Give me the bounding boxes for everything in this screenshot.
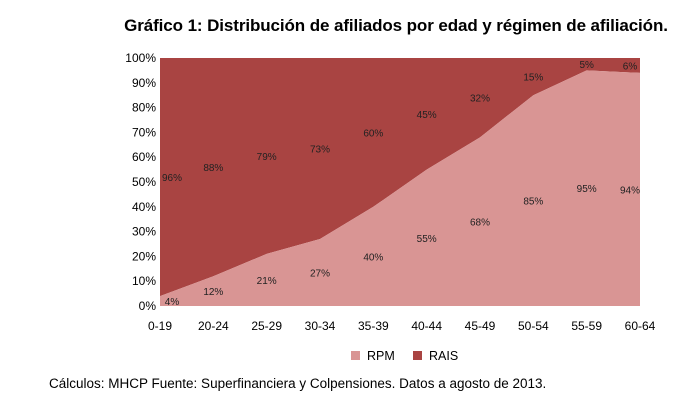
data-label-rais: 73% [310,145,330,156]
x-tick-label: 50-54 [518,319,549,333]
data-label-rais: 88% [203,163,223,174]
y-tick-label: 90% [132,76,156,90]
y-tick-label: 10% [132,274,156,288]
data-label-rpm: 94% [620,185,640,196]
y-tick-label: 0% [139,299,157,313]
data-label-rpm: 95% [577,184,597,195]
legend-swatch-rpm [351,351,360,360]
legend-swatch-rais [413,351,422,360]
data-label-rais: 79% [257,152,277,163]
data-label-rpm: 40% [363,252,383,263]
data-label-rpm: 68% [470,218,490,229]
y-tick-label: 100% [125,51,156,65]
x-tick-label: 30-34 [305,319,336,333]
legend-label-rais: RAIS [429,349,458,363]
x-tick-label: 25-29 [251,319,282,333]
y-tick-label: 40% [132,200,156,214]
data-label-rais: 32% [470,94,490,105]
data-label-rais: 6% [623,61,638,72]
y-tick-label: 20% [132,249,156,263]
x-tick-label: 45-49 [465,319,496,333]
x-tick-label: 40-44 [411,319,442,333]
y-tick-label: 70% [132,125,156,139]
data-label-rpm: 21% [257,276,277,287]
data-label-rpm: 27% [310,269,330,280]
chart-title: Gráfico 1: Distribución de afiliados por… [124,16,668,35]
data-label-rais: 60% [363,128,383,139]
area-rais [160,58,640,297]
data-label-rpm: 4% [165,297,180,308]
data-label-rpm: 85% [523,197,543,208]
data-label-rpm: 12% [203,287,223,298]
x-tick-label: 55-59 [571,319,602,333]
footnote: Cálculos: MHCP Fuente: Superfinanciera y… [49,376,547,391]
area-rpm [160,70,640,307]
x-tick-label: 0-19 [148,319,172,333]
y-tick-label: 30% [132,225,156,239]
x-tick-label: 20-24 [198,319,229,333]
legend-label-rpm: RPM [367,349,395,363]
data-label-rpm: 55% [417,234,437,245]
data-label-rais: 5% [579,60,594,71]
data-label-rais: 15% [523,73,543,84]
y-tick-label: 50% [132,175,156,189]
x-tick-label: 35-39 [358,319,389,333]
data-label-rais: 45% [417,110,437,121]
data-label-rais: 96% [162,173,182,184]
y-tick-label: 80% [132,101,156,115]
x-tick-label: 60-64 [625,319,656,333]
y-tick-label: 60% [132,150,156,164]
